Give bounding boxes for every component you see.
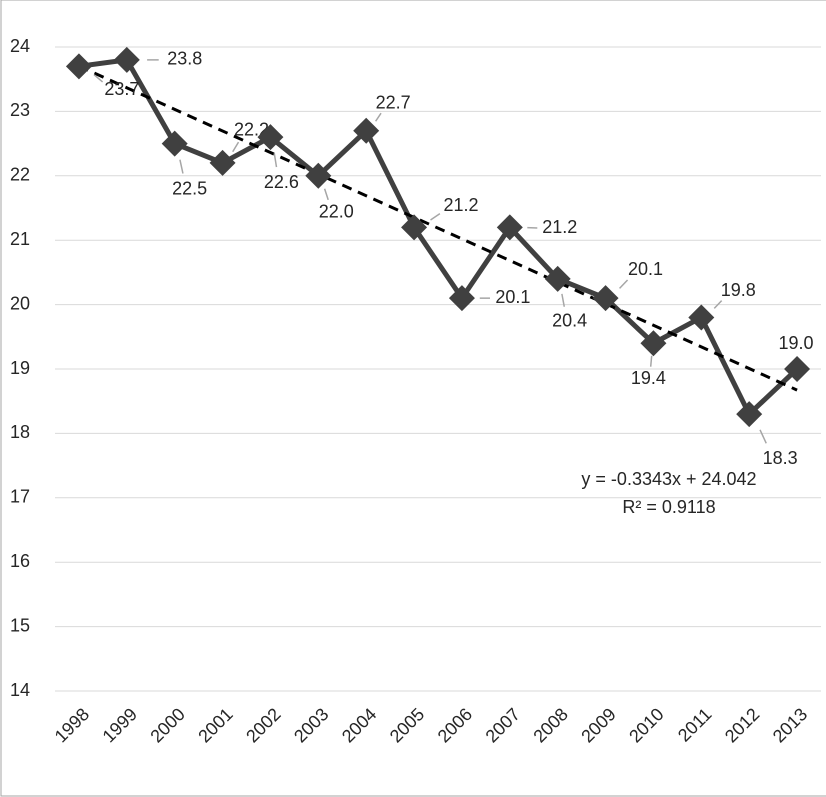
leader-line — [179, 159, 184, 174]
data-label: 22.6 — [264, 172, 299, 192]
y-tick-label: 22 — [10, 165, 30, 185]
point-marker — [688, 304, 715, 331]
point-marker — [161, 130, 188, 157]
leader-line — [619, 279, 629, 289]
y-tick-label: 19 — [10, 358, 30, 378]
point-marker — [257, 124, 284, 151]
leader-line — [323, 188, 329, 201]
point-marker — [353, 117, 380, 144]
leader-line — [430, 213, 441, 221]
y-tick-label: 17 — [10, 487, 30, 507]
point-marker — [401, 214, 428, 241]
data-label: 20.1 — [628, 259, 663, 279]
data-label: 22.5 — [172, 178, 207, 198]
point-marker — [113, 46, 140, 73]
data-label: 23.7 — [104, 79, 139, 99]
y-tick-label: 16 — [10, 551, 30, 571]
point-marker — [640, 330, 667, 357]
point-marker — [496, 214, 523, 241]
trend-r-squared: R² = 0.9118 — [622, 497, 715, 517]
data-label: 20.1 — [495, 287, 530, 307]
y-tick-label: 24 — [10, 36, 30, 56]
leader-line — [649, 355, 653, 367]
leader-line — [273, 153, 278, 168]
line-series — [78, 57, 799, 417]
y-tick-label: 15 — [10, 615, 30, 635]
point-marker — [448, 285, 475, 312]
data-label: 21.2 — [542, 217, 577, 237]
point-marker — [305, 162, 332, 189]
leader-line — [759, 429, 767, 444]
leader-line — [93, 74, 104, 83]
point-marker — [736, 401, 763, 428]
leader-line — [561, 293, 566, 307]
data-label: 23.8 — [167, 49, 202, 69]
y-tick-label: 20 — [10, 293, 30, 313]
data-label: 21.2 — [444, 195, 479, 215]
data-label: 22.7 — [376, 92, 411, 112]
data-label: 19.4 — [631, 368, 666, 388]
leader-line — [713, 300, 723, 309]
trendline — [78, 64, 798, 392]
point-marker — [592, 285, 619, 312]
data-label: 18.3 — [763, 448, 798, 468]
y-tick-label: 14 — [10, 680, 30, 700]
point-marker — [65, 53, 92, 80]
trend-equation: y = -0.3343x + 24.042 — [581, 469, 756, 489]
data-label: 19.0 — [779, 333, 814, 353]
point-marker — [209, 149, 236, 176]
y-tick-label: 23 — [10, 100, 30, 120]
point-marker — [784, 356, 811, 382]
y-tick-label: 18 — [10, 422, 30, 442]
data-label: 22.0 — [319, 202, 354, 222]
data-label: 19.8 — [721, 280, 756, 300]
leader-line — [232, 141, 240, 153]
data-label: 20.4 — [552, 311, 587, 331]
y-tick-label: 21 — [10, 229, 30, 249]
leader-line — [375, 112, 382, 122]
point-marker — [544, 265, 571, 292]
